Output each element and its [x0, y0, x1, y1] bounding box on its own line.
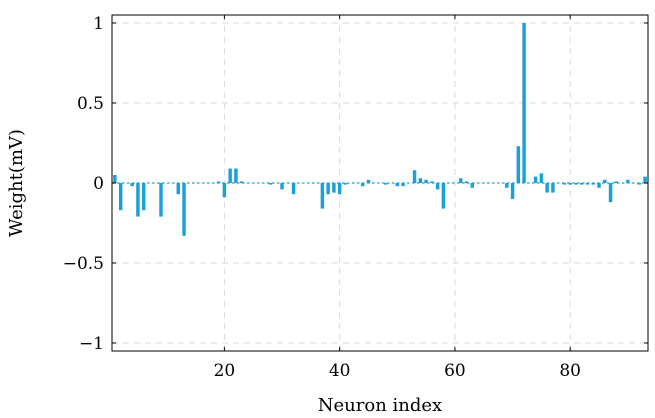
bar-neuron-4 — [130, 183, 134, 187]
bar-neuron-19 — [216, 181, 221, 183]
bar-neuron-6 — [141, 183, 146, 211]
bar-neuron-22 — [234, 168, 238, 183]
bar-neuron-30 — [280, 183, 284, 190]
tick-marks — [112, 15, 648, 351]
bar-neuron-9 — [159, 183, 163, 217]
bar-neuron-81 — [574, 183, 578, 185]
bar-neuron-90 — [626, 179, 630, 183]
bar-neuron-45 — [366, 179, 371, 183]
bar-neuron-84 — [591, 183, 595, 185]
bar-neuron-86 — [603, 179, 607, 183]
x-tick-labels: 20 40 60 80 — [214, 361, 581, 381]
bar-neuron-1 — [113, 175, 117, 183]
y-tick-label: −0.5 — [63, 254, 104, 274]
bar-neuron-72 — [522, 23, 526, 183]
bar-neuron-56 — [430, 181, 434, 183]
bar-neuron-87 — [608, 183, 613, 203]
y-tick-labels: −1 −0.5 0 0.5 1 — [63, 14, 104, 354]
bar-neuron-41 — [343, 183, 348, 185]
y-axis-label: Weight(mV) — [6, 129, 27, 237]
bar-neuron-62 — [464, 181, 469, 183]
bar-neuron-38 — [326, 183, 330, 195]
bar-neuron-28 — [268, 183, 273, 185]
x-axis-label: Neuron index — [318, 395, 442, 416]
bars-group — [113, 23, 647, 236]
bar-neuron-77 — [551, 183, 555, 193]
bar-neuron-48 — [384, 183, 388, 185]
bar-neuron-61 — [458, 178, 463, 183]
bar-neuron-80 — [568, 183, 572, 185]
bar-neuron-85 — [597, 183, 601, 188]
bar-neuron-70 — [510, 183, 515, 199]
bar-neuron-21 — [228, 168, 232, 183]
x-tick-label: 20 — [214, 361, 236, 381]
bar-neuron-37 — [320, 183, 325, 209]
bar-neuron-55 — [424, 179, 428, 183]
bar-neuron-2 — [118, 183, 123, 211]
bar-neuron-57 — [435, 183, 440, 190]
y-tick-label: 1 — [93, 14, 104, 34]
y-tick-label: −1 — [79, 334, 104, 354]
bar-neuron-32 — [291, 183, 296, 195]
grid-lines — [112, 15, 648, 351]
bar-neuron-20 — [222, 183, 227, 198]
bar-neuron-79 — [562, 183, 567, 185]
bar-neuron-88 — [614, 181, 619, 183]
bar-neuron-76 — [545, 183, 549, 193]
x-tick-label: 60 — [444, 361, 466, 381]
bar-neuron-69 — [505, 183, 509, 188]
bar-neuron-58 — [441, 183, 446, 209]
bar-neuron-54 — [418, 178, 423, 183]
bar-neuron-50 — [395, 183, 400, 187]
bar-neuron-53 — [412, 170, 417, 183]
bar-neuron-74 — [533, 176, 538, 183]
bar-neuron-75 — [539, 173, 544, 183]
bar-neuron-5 — [136, 183, 140, 217]
bar-neuron-93 — [643, 176, 647, 183]
x-tick-label: 40 — [329, 361, 351, 381]
bar-neuron-83 — [585, 183, 590, 185]
bar-neuron-12 — [176, 183, 181, 195]
y-tick-label: 0 — [93, 174, 104, 194]
bar-neuron-40 — [337, 183, 342, 195]
bar-neuron-13 — [182, 183, 186, 236]
bar-neuron-44 — [360, 183, 365, 187]
bar-neuron-71 — [516, 146, 521, 183]
bar-neuron-82 — [579, 183, 584, 185]
bar-neuron-63 — [470, 183, 474, 188]
bar-neuron-51 — [401, 183, 405, 187]
y-tick-label: 0.5 — [77, 94, 104, 114]
bar-neuron-23 — [239, 181, 244, 183]
x-tick-label: 80 — [559, 361, 581, 381]
bar-neuron-92 — [637, 183, 642, 185]
bar-neuron-39 — [332, 183, 336, 193]
